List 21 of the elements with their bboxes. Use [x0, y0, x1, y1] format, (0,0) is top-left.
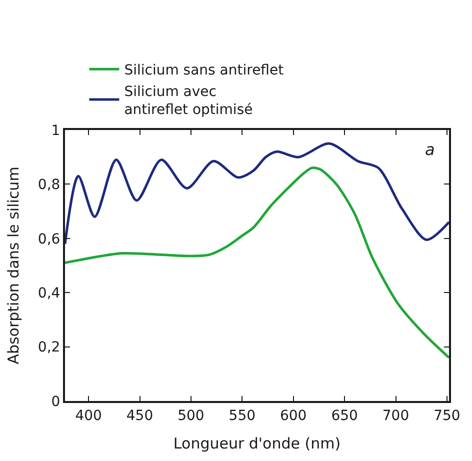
y-tick-label: 0,4 — [38, 286, 60, 302]
x-tick-label: 650 — [331, 408, 358, 424]
x-tick-label: 450 — [126, 408, 154, 424]
x-tick-label: 500 — [178, 408, 204, 424]
annotation: a — [425, 140, 435, 159]
x-axis-title: Longueur d'onde (nm) — [173, 434, 341, 452]
y-axis-title: Absorption dans le silicum — [4, 166, 23, 364]
legend-label: Silicium sans antireflet — [124, 62, 284, 79]
line-series — [65, 166, 449, 359]
x-tick-label: 400 — [75, 408, 102, 424]
x-tick-label: 700 — [382, 408, 410, 424]
y-tick-label: 0,2 — [38, 340, 60, 356]
line-series — [65, 142, 449, 246]
x-tick-label: 750 — [434, 408, 460, 424]
x-tick-label: 550 — [228, 408, 256, 424]
x-tick-label: 600 — [280, 408, 307, 424]
y-tick-label: 0,6 — [38, 231, 60, 248]
y-tick-label: 1 — [51, 122, 60, 139]
y-tick-label: 0,8 — [38, 177, 60, 194]
y-tick-label: 0 — [51, 394, 60, 410]
legend-label: Silicium avec antireflet optimisé — [124, 84, 253, 118]
